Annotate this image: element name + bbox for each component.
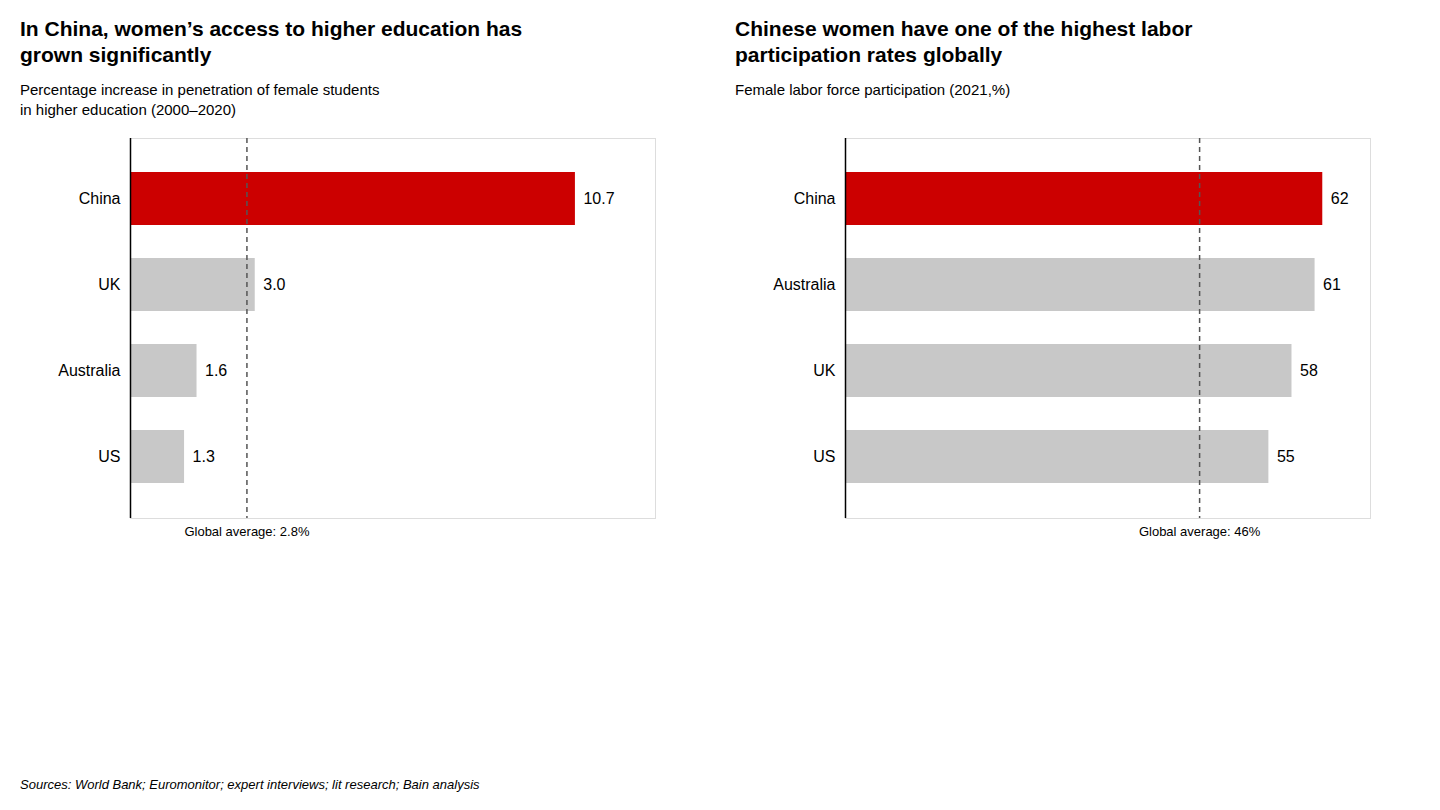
html-text:Percentage increase in penetra: Percentage increase in penetration of fe…: [20, 81, 380, 118]
html-text:In China, women’s access to hi: In China, women’s access to higher educa…: [20, 17, 523, 67]
svg-text:62: 62: [1331, 190, 1349, 207]
svg-text:10.7: 10.7: [583, 190, 614, 207]
svg-text:3.0: 3.0: [263, 276, 285, 293]
svg-text:UK: UK: [813, 362, 836, 379]
svg-text:US: US: [98, 448, 120, 465]
svg-text:55: 55: [1277, 448, 1295, 465]
svg-text:China: China: [79, 190, 121, 207]
svg-text:Australia: Australia: [58, 362, 120, 379]
svg-text:1.3: 1.3: [193, 448, 215, 465]
html-text:Sources: World Bank; Euromonit: Sources: World Bank; Euromonitor; expert…: [20, 777, 480, 792]
svg-text:US: US: [813, 448, 835, 465]
svg-text:61: 61: [1323, 276, 1341, 293]
svg-text:China: China: [794, 190, 836, 207]
svg-text:Australia: Australia: [773, 276, 835, 293]
svg-text:Global average: 46%: Global average: 46%: [1139, 524, 1261, 539]
svg-text:UK: UK: [98, 276, 121, 293]
svg-text:1.6: 1.6: [205, 362, 227, 379]
svg-text:Global average: 2.8%: Global average: 2.8%: [184, 524, 309, 539]
svg-text:58: 58: [1300, 362, 1318, 379]
html-text:Chinese women have one of the: Chinese women have one of the highest la…: [735, 17, 1193, 67]
html-text:Female labor force participati: Female labor force participation (2021,%…: [735, 81, 1011, 98]
